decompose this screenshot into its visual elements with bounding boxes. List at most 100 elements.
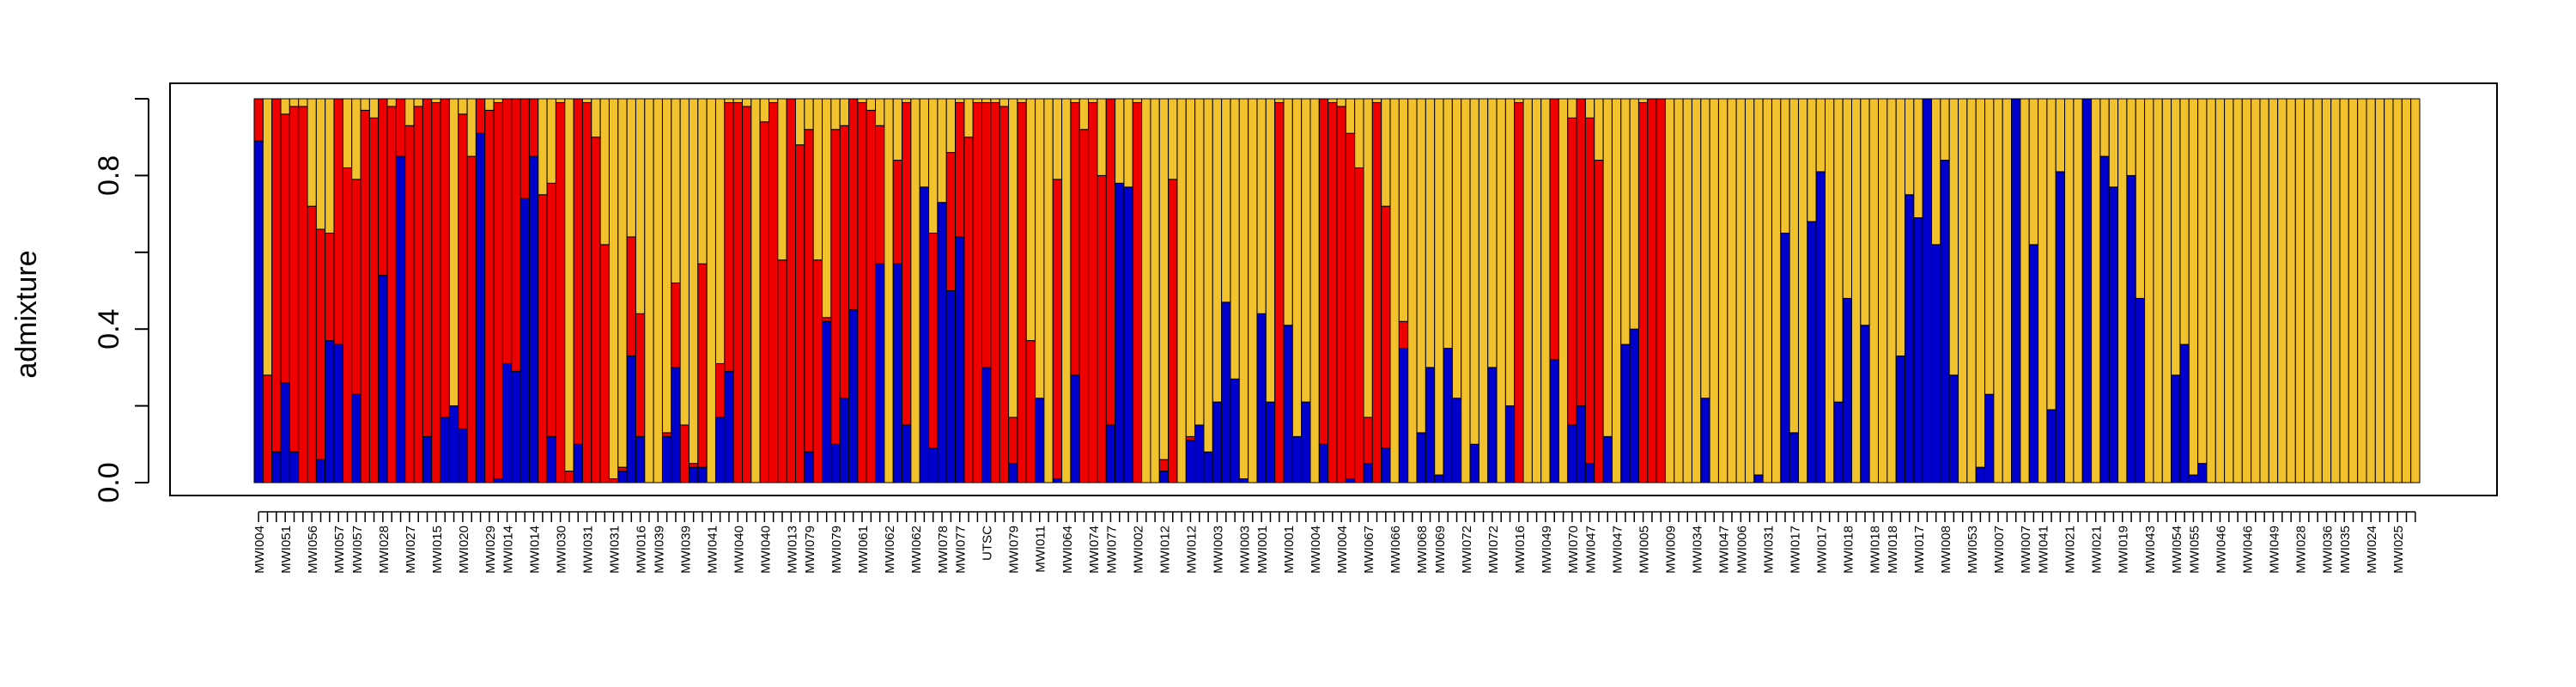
bar-segment-blue bbox=[981, 367, 992, 483]
x-tick-label: MWI036 bbox=[2320, 526, 2335, 574]
x-tick-label: MWI007 bbox=[2019, 526, 2033, 574]
bar-segment-red bbox=[1514, 101, 1524, 483]
bar-segment-blue bbox=[1576, 405, 1586, 483]
bar-segment-blue bbox=[945, 290, 957, 483]
x-tick-label: MWI012 bbox=[1157, 526, 1172, 574]
bar-segment-blue bbox=[919, 186, 930, 483]
bar-segment-yellow bbox=[919, 98, 930, 188]
bar-segment-yellow bbox=[1248, 98, 1258, 483]
x-tick-label: MWI018 bbox=[1886, 526, 1900, 574]
bar-segment-red bbox=[848, 98, 859, 311]
bar-segment-yellow bbox=[750, 98, 761, 483]
bar-segment-yellow bbox=[1150, 98, 1160, 483]
bar-segment-yellow bbox=[884, 98, 894, 483]
bar-segment-red bbox=[981, 101, 992, 368]
bar-segment-red bbox=[1097, 174, 1107, 483]
bar-segment-yellow bbox=[2055, 98, 2066, 173]
bar-segment-yellow bbox=[1487, 98, 1498, 368]
bar-segment-yellow bbox=[1043, 98, 1054, 483]
bar-segment-yellow bbox=[2028, 98, 2039, 246]
bar-segment-blue bbox=[635, 435, 646, 483]
bar-segment-yellow bbox=[386, 98, 397, 107]
x-tick-label: MWI031 bbox=[608, 526, 623, 574]
x-tick-label: MWI029 bbox=[483, 526, 498, 574]
bar-segment-red bbox=[635, 313, 646, 437]
bar-segment-yellow bbox=[538, 98, 548, 196]
bar-segment-red bbox=[608, 478, 619, 483]
bar-segment-yellow bbox=[1664, 98, 1675, 483]
bar-segment-yellow bbox=[298, 98, 308, 107]
bar-segment-yellow bbox=[2357, 98, 2367, 483]
bar-segment-yellow bbox=[289, 98, 300, 107]
bar-segment-blue bbox=[1425, 367, 1436, 483]
bar-segment-red bbox=[1371, 101, 1382, 483]
bar-segment-red bbox=[1647, 98, 1657, 483]
bar-segment-yellow bbox=[892, 98, 903, 161]
bar-segment-yellow bbox=[1203, 98, 1213, 453]
bar-segment-blue bbox=[928, 447, 939, 483]
x-tick-label: MWI012 bbox=[1184, 526, 1199, 574]
x-tick-label: MWI024 bbox=[2365, 526, 2379, 574]
bar-segment-yellow bbox=[875, 98, 885, 126]
bar-segment-yellow bbox=[679, 98, 690, 426]
bar-segment-red bbox=[1017, 101, 1027, 483]
bar-segment-blue bbox=[280, 382, 290, 483]
bar-segment-yellow bbox=[945, 98, 957, 154]
bar-segment-red bbox=[1052, 179, 1063, 480]
bar-segment-yellow bbox=[653, 98, 663, 483]
bar-segment-red bbox=[564, 471, 574, 483]
x-tick-label: MWI014 bbox=[528, 526, 543, 574]
bar-segment-red bbox=[519, 98, 530, 199]
bar-segment-red bbox=[1185, 435, 1196, 441]
x-tick-label: MWI056 bbox=[306, 526, 320, 574]
x-tick-label: MWI035 bbox=[2338, 526, 2353, 574]
y-tick-label: 0.4 bbox=[93, 309, 125, 350]
bar-segment-yellow bbox=[2046, 98, 2057, 410]
bar-segment-red bbox=[466, 155, 477, 483]
bar-segment-yellow bbox=[1717, 98, 1728, 483]
bar-segment-yellow bbox=[1602, 98, 1613, 437]
bar-segment-red bbox=[1078, 129, 1090, 483]
bar-segment-red bbox=[1318, 98, 1329, 445]
bar-segment-blue bbox=[822, 320, 832, 483]
bar-segment-blue bbox=[1629, 328, 1639, 483]
bar-segment-blue bbox=[1584, 463, 1595, 483]
x-tick-label: MWI047 bbox=[1584, 526, 1599, 574]
bar-segment-red bbox=[298, 106, 308, 483]
bar-segment-yellow bbox=[1451, 98, 1462, 399]
x-tick-label: MWI027 bbox=[404, 526, 418, 574]
bar-segment-yellow bbox=[1815, 98, 1826, 173]
bar-segment-yellow bbox=[2374, 98, 2385, 483]
y-axis-title: admixture bbox=[10, 250, 43, 378]
bar-segment-yellow bbox=[1230, 98, 1240, 380]
bar-segment-yellow bbox=[1301, 98, 1311, 403]
bar-segment-yellow bbox=[1070, 98, 1080, 103]
bar-segment-yellow bbox=[1141, 98, 1151, 483]
bar-segment-yellow bbox=[1824, 98, 1835, 483]
bar-segment-yellow bbox=[1088, 98, 1098, 103]
bar-segment-red bbox=[1637, 101, 1649, 483]
bar-segment-yellow bbox=[1905, 98, 1915, 196]
bar-segment-yellow bbox=[1381, 98, 1391, 207]
bar-segment-blue bbox=[1984, 393, 1995, 483]
bar-segment-blue bbox=[458, 428, 468, 483]
bar-segment-red bbox=[422, 98, 433, 437]
bar-segment-red bbox=[342, 167, 353, 483]
bar-segment-blue bbox=[289, 451, 300, 483]
bar-segment-blue bbox=[1905, 194, 1915, 483]
bar-segment-blue bbox=[937, 202, 947, 483]
bar-segment-red bbox=[1088, 101, 1098, 483]
bar-segment-red bbox=[368, 117, 380, 483]
bar-segment-yellow bbox=[2038, 98, 2048, 483]
bar-segment-red bbox=[812, 259, 823, 483]
bar-segment-yellow bbox=[2312, 98, 2323, 483]
bar-segment-yellow bbox=[1132, 98, 1143, 103]
x-tick-label: MWI043 bbox=[2143, 526, 2158, 574]
bar-segment-yellow bbox=[1291, 98, 1303, 437]
bar-segment-blue bbox=[1318, 443, 1329, 483]
bar-segment-yellow bbox=[1025, 98, 1036, 342]
bar-segment-yellow bbox=[1895, 98, 1906, 356]
bar-segment-blue bbox=[1105, 424, 1116, 483]
bar-segment-red bbox=[307, 205, 317, 483]
bar-segment-red bbox=[511, 98, 521, 372]
